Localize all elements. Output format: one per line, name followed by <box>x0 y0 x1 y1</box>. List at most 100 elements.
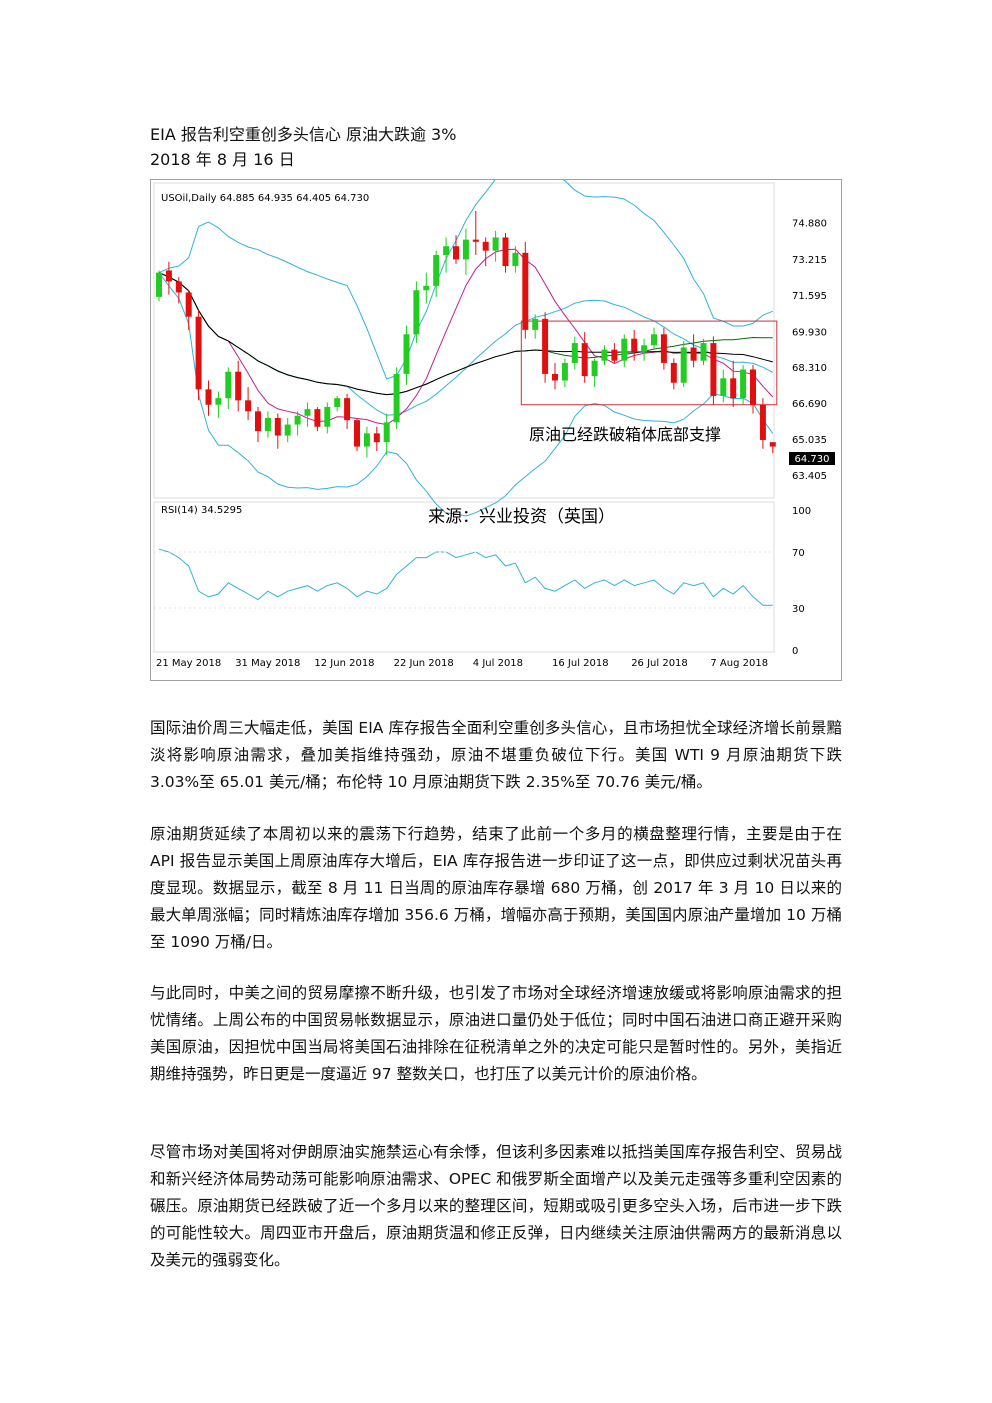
candle-body <box>680 347 687 383</box>
price-tick-label: 74.880 <box>792 218 827 229</box>
candle-body <box>591 360 598 377</box>
candle-body <box>354 420 360 447</box>
current-price-tag <box>789 452 835 465</box>
article-title: EIA 报告利空重创多头信心 原油大跌逾 3% <box>150 125 457 144</box>
candle-body <box>750 369 756 405</box>
candle-body <box>314 409 321 427</box>
candle-body <box>512 252 519 267</box>
candle-body <box>403 334 410 374</box>
date-tick-label: 21 May 2018 <box>156 658 221 669</box>
candle-body <box>651 334 657 346</box>
candle-body <box>264 417 271 432</box>
candle-body <box>631 338 638 352</box>
rsi-label: RSI(14) 34.5295 <box>161 505 242 516</box>
candle-body <box>165 270 172 282</box>
candle-body <box>215 398 222 405</box>
candle-body <box>641 345 648 352</box>
candle-body <box>532 318 539 330</box>
candle-body <box>601 349 608 361</box>
candle-body <box>502 237 509 267</box>
candle-body <box>235 371 242 401</box>
candle-body <box>710 343 717 396</box>
candle-body <box>581 343 588 377</box>
candle-body <box>730 378 737 399</box>
candle-body <box>690 347 697 361</box>
candle-body <box>670 362 677 383</box>
candle-body <box>274 417 281 436</box>
current-price-label: 64.730 <box>795 454 830 465</box>
candle-body <box>700 343 707 361</box>
candle-body <box>492 237 499 251</box>
candle-body <box>482 241 489 251</box>
date-tick-label: 7 Aug 2018 <box>710 658 768 669</box>
chart-header: USOil,Daily 64.885 64.935 64.405 64.730 <box>161 193 369 204</box>
candle-body <box>472 239 479 242</box>
candle-body <box>542 318 549 374</box>
rsi-tick-label: 70 <box>792 548 805 559</box>
candle-body <box>393 373 400 423</box>
candle-body <box>344 398 351 421</box>
date-tick-label: 16 Jul 2018 <box>552 658 609 669</box>
candle-body <box>363 433 370 447</box>
candle-body <box>245 400 252 412</box>
price-tick-label: 66.690 <box>792 399 827 410</box>
price-tick-label: 71.595 <box>792 291 827 302</box>
ma-long-line <box>158 272 773 396</box>
candle-body <box>621 338 628 361</box>
rsi-tick-label: 100 <box>792 506 811 517</box>
date-tick-label: 4 Jul 2018 <box>473 658 523 669</box>
price-tick-label: 69.930 <box>792 327 827 338</box>
price-tick-label: 63.405 <box>792 471 827 482</box>
candle-body <box>205 389 212 405</box>
date-tick-label: 22 Jun 2018 <box>394 658 454 669</box>
price-tick-label: 65.035 <box>792 435 827 446</box>
candle-body <box>522 252 529 330</box>
paragraph-2: 原油期货延续了本周初以来的震荡下行趋势，结束了此前一个多月的横盘整理行情，主要是… <box>150 825 842 951</box>
candle-body <box>383 422 390 443</box>
consolidation-box <box>520 320 778 406</box>
candle-body <box>284 424 291 436</box>
candle-body <box>462 239 469 260</box>
date-tick-label: 31 May 2018 <box>235 658 300 669</box>
candle-body <box>561 362 568 381</box>
price-pane <box>153 182 775 499</box>
paragraph-4: 尽管市场对美国将对伊朗原油实施禁运心有余悸，但该利多因素难以抵挡美国库存报告利空… <box>150 1143 842 1269</box>
paragraph-3: 与此同时，中美之间的贸易摩擦不断升级，也引发了市场对全球经济增速放缓或将影响原油… <box>150 984 842 1083</box>
candle-body <box>769 442 776 447</box>
candle-body <box>611 349 618 361</box>
article-date: 2018 年 8 月 16 日 <box>150 150 295 169</box>
candle-body <box>660 334 667 363</box>
candle-body <box>423 285 430 291</box>
candle-body <box>759 404 766 440</box>
candle-body <box>294 415 301 425</box>
candle-body <box>413 290 420 335</box>
oil-price-chart: 74.880 73.215 71.595 69.930 68.310 66.690 65.0… <box>153 180 835 669</box>
candle-body <box>225 371 232 399</box>
date-tick-label: 12 Jun 2018 <box>314 658 374 669</box>
candle-body <box>304 409 311 416</box>
chart-annotation: 原油已经跌破箱体底部支撑 <box>529 425 721 444</box>
date-tick-label: 26 Jul 2018 <box>631 658 688 669</box>
candle-body <box>571 343 578 363</box>
bollinger-upper-line <box>158 180 773 380</box>
price-tick-label: 73.215 <box>792 255 827 266</box>
chart-image: 74.880 73.215 71.595 69.930 68.310 66.690 65.0… <box>150 179 842 681</box>
candle-body <box>175 281 182 293</box>
rsi-tick-label: 30 <box>792 604 805 615</box>
candle-body <box>185 292 192 317</box>
candle-body <box>373 433 380 443</box>
bollinger-lower-line <box>158 272 774 517</box>
candle-body <box>334 398 341 407</box>
bollinger-mid-line <box>158 272 774 416</box>
price-tick-label: 68.310 <box>792 363 827 374</box>
candle-body <box>433 255 440 286</box>
rsi-pane <box>153 501 775 653</box>
candle-body <box>552 373 558 381</box>
candle-body <box>720 378 727 396</box>
rsi-line <box>158 548 773 606</box>
candle-body <box>324 406 331 427</box>
chart-source: 来源：兴业投资（英国） <box>428 507 615 527</box>
candle-body <box>255 411 261 432</box>
candle-body <box>443 246 450 256</box>
candle-body <box>156 272 162 297</box>
